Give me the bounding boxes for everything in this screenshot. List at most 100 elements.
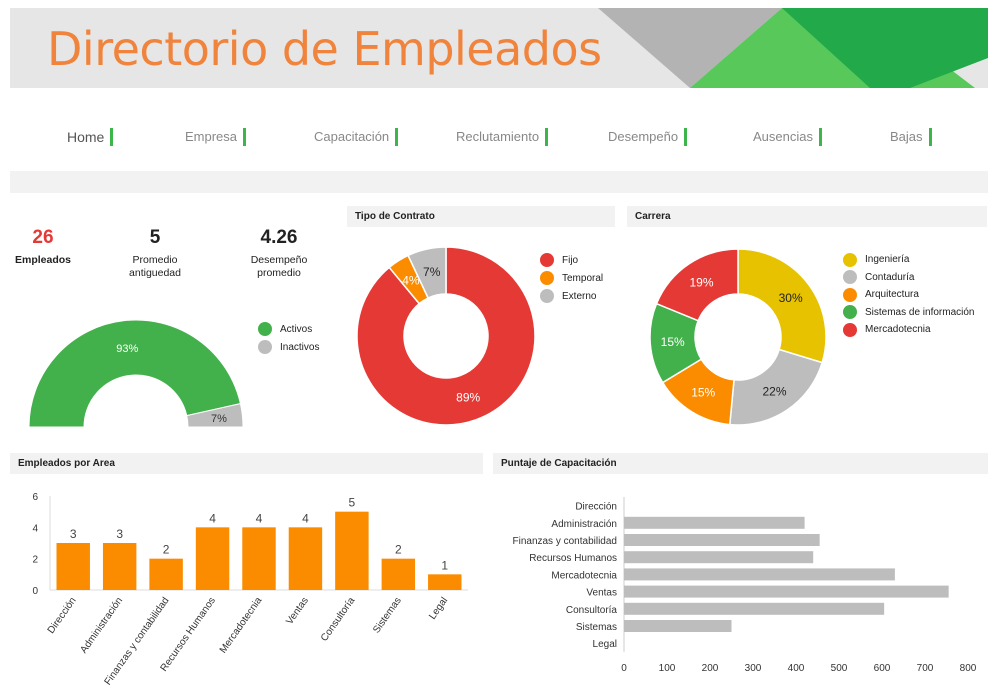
area-bar-value-label: 4 (209, 511, 216, 525)
area-bar-recursos-humanos (195, 527, 230, 590)
area-bar-value-label: 4 (302, 511, 309, 525)
area-bar-value-label: 3 (70, 527, 77, 541)
area-bar-value-label: 2 (395, 543, 402, 557)
legend-swatch (843, 252, 857, 267)
legend-label: Activos (280, 323, 313, 335)
career-legend-item-arquitectura: Arquitectura (843, 286, 975, 304)
training-y-tick: Dirección (575, 502, 617, 513)
area-y-tick: 6 (32, 492, 38, 503)
training-y-tick: Sistemas (576, 622, 617, 633)
area-x-tick: Ventas (284, 595, 311, 626)
sub-toolbar (10, 171, 988, 193)
main-nav: Home Empresa Capacitación Reclutamiento … (10, 122, 988, 154)
training-bar-finanzas-y-contabilidad (624, 534, 820, 546)
legend-label: Ingeniería (865, 254, 910, 266)
kpi-performance-label: Desempeño promedio (250, 254, 308, 279)
training-y-tick: Administración (551, 519, 617, 530)
legend-swatch (843, 287, 857, 302)
legend-swatch (540, 271, 554, 285)
area-panel-title: Empleados por Area (10, 453, 483, 474)
area-bar-value-label: 3 (116, 527, 123, 541)
area-bar-value-label: 4 (256, 511, 263, 525)
area-x-tick: Administración (78, 595, 125, 655)
area-bar-direccion (56, 543, 90, 590)
training-bar-administracion (624, 516, 805, 529)
nav-empresa[interactable]: Empresa (185, 128, 247, 146)
nav-desempeno[interactable]: Desempeño (608, 128, 688, 146)
legend-swatch (843, 322, 857, 337)
training-x-tick: 0 (621, 663, 627, 674)
career-slice-label: 15% (691, 385, 715, 399)
area-bar-finanzas-y-contabilidad (149, 558, 183, 590)
status-half-donut-chart: 93% 7% (28, 319, 244, 428)
career-legend: Ingeniería Contaduría Arquitectura Sistemas… (843, 251, 975, 339)
header-banner: Directorio de Empleados (10, 8, 988, 88)
area-y-tick: 0 (32, 586, 38, 597)
status-legend: Activos Inactivos (258, 320, 319, 356)
contract-panel-title: Tipo de Contrato (347, 206, 615, 227)
training-y-tick: Recursos Humanos (529, 553, 617, 564)
contract-slice-label: 7% (423, 265, 441, 279)
legend-label: Sistemas de información (865, 306, 975, 318)
kpi-seniority-value: 5 (149, 227, 161, 248)
nav-ausencias[interactable]: Ausencias (753, 128, 822, 146)
training-bar-mercadotecnia (624, 568, 895, 581)
nav-bajas[interactable]: Bajas (890, 128, 932, 146)
training-x-tick: 400 (788, 663, 805, 674)
career-slice-label: 30% (779, 291, 803, 305)
area-y-tick: 2 (32, 555, 38, 566)
area-x-tick: Mercadotecnia (218, 595, 265, 655)
contract-legend-item-fijo: Fijo (540, 251, 603, 269)
career-legend-item-mercadotecnia: Mercadotecnia (843, 321, 975, 339)
nav-capacitacion[interactable]: Capacitación (314, 128, 399, 146)
area-bar-administracion (102, 543, 137, 590)
career-slice-contaduria (728, 348, 824, 426)
nav-reclutamiento[interactable]: Reclutamiento (456, 128, 549, 146)
legend-label: Mercadotecnia (865, 324, 931, 336)
training-x-tick: 600 (874, 663, 891, 674)
legend-label: Fijo (562, 254, 579, 266)
contract-legend-item-externo: Externo (540, 287, 603, 305)
contract-legend: Fijo Temporal Externo (540, 251, 603, 305)
status-slice-inactivos (186, 403, 244, 428)
kpi-employees-label: Empleados (14, 254, 72, 266)
contract-donut-chart: 89% 4%7% (356, 246, 536, 426)
contract-slice-label: 89% (456, 391, 480, 405)
training-y-tick: Legal (593, 639, 617, 650)
area-x-tick: Dirección (46, 595, 79, 635)
training-panel-title: Puntaje de Capacitación (493, 453, 988, 474)
nav-home[interactable]: Home (67, 128, 114, 146)
area-x-tick: Sistemas (371, 595, 404, 635)
career-slice-label: 15% (661, 335, 685, 349)
status-legend-item-inactivos: Inactivos (258, 338, 319, 356)
career-legend-item-contaduria: Contaduría (843, 269, 975, 287)
training-bar-chart: Dirección Administración Finanzas y contab… (512, 497, 977, 674)
training-x-tick: 700 (917, 663, 934, 674)
area-bar-consultoria (335, 511, 369, 590)
career-panel-title: Carrera (627, 206, 987, 227)
training-y-tick: Finanzas y contabilidad (512, 536, 617, 547)
legend-swatch (843, 305, 857, 320)
kpi-seniority-label: Promedio antiguedad (129, 254, 181, 279)
area-bar-mercadotecnia (242, 527, 276, 590)
training-y-tick: Consultoría (566, 605, 618, 616)
legend-label: Inactivos (280, 341, 320, 353)
training-x-tick: 800 (960, 663, 977, 674)
kpi-performance-value: 4.26 (260, 227, 298, 248)
legend-swatch (258, 322, 272, 336)
status-legend-item-activos: Activos (258, 320, 319, 338)
legend-label: Arquitectura (865, 289, 919, 301)
legend-label: Temporal (562, 272, 604, 284)
training-bar-consultoria (624, 602, 885, 615)
training-y-tick: Ventas (586, 588, 617, 599)
legend-swatch (843, 270, 857, 285)
contract-slice-fijo (356, 246, 536, 426)
contract-slice-externo (407, 246, 447, 299)
career-slice-mercadotecnia (655, 248, 739, 322)
contract-slice-label: 4% (402, 274, 420, 288)
area-bar-sistemas (381, 558, 416, 590)
area-bar-value-label: 2 (163, 543, 170, 557)
area-x-tick: Legal (427, 595, 450, 621)
career-donut-chart: 30% 22% 15% 15% 19% (649, 248, 827, 426)
career-slice-label: 22% (762, 384, 786, 398)
